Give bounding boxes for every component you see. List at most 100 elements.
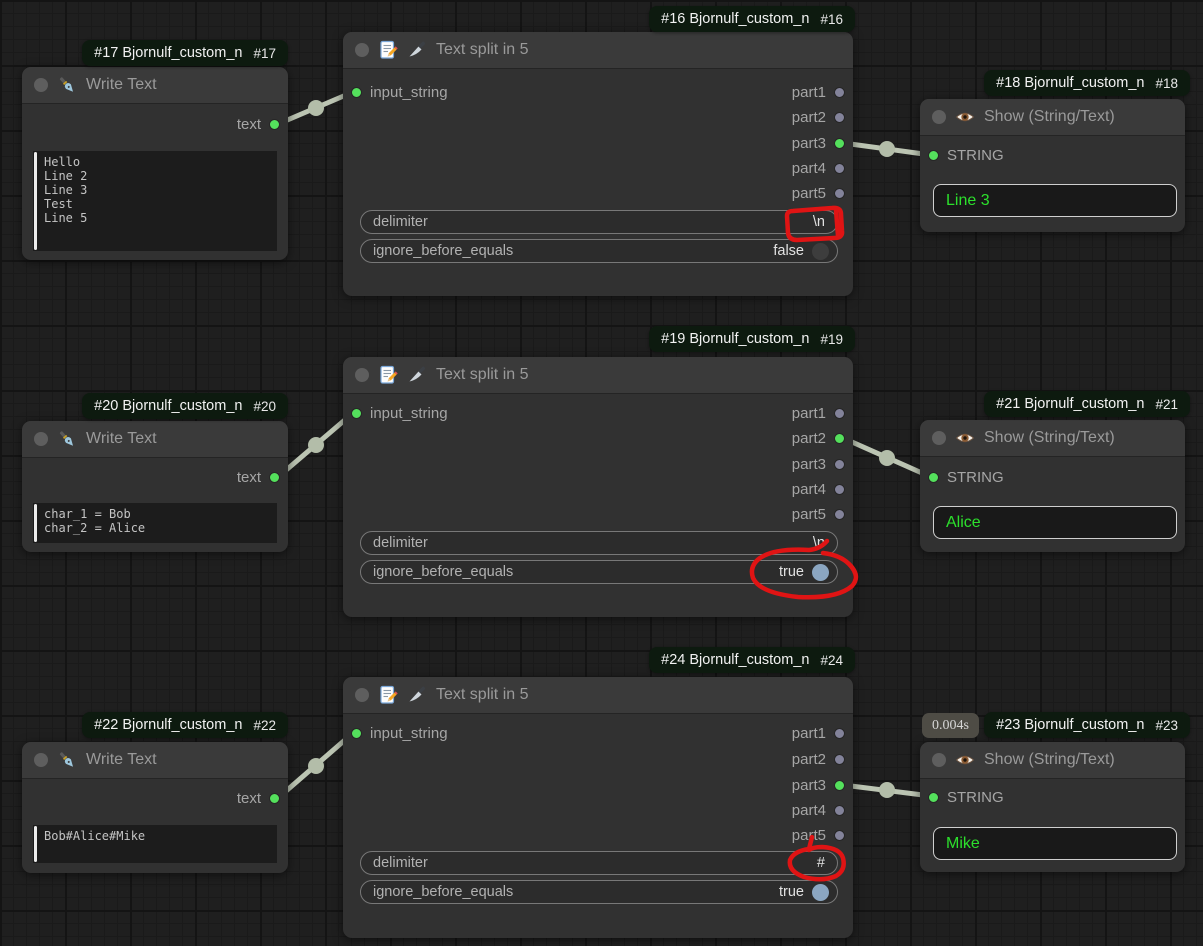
collapse-dot[interactable] xyxy=(355,43,369,57)
node-write-text-22[interactable]: Write Text text Bob#Alice#Mike xyxy=(22,742,288,873)
output-slot-part2[interactable]: part2 xyxy=(792,749,845,769)
node-title-badge: #23 Bjornulf_custom_n #23 xyxy=(984,712,1190,738)
output-dot[interactable] xyxy=(834,187,845,199)
output-dot[interactable] xyxy=(834,753,845,765)
output-slot-part4[interactable]: part4 xyxy=(792,800,845,820)
collapse-dot[interactable] xyxy=(932,753,946,767)
output-slot-part3[interactable]: part3 xyxy=(792,133,845,153)
text-widget[interactable]: Bob#Alice#Mike xyxy=(33,825,277,863)
output-slot-part2[interactable]: part2 xyxy=(792,428,845,448)
badge-id: #16 xyxy=(820,11,843,27)
result-text-box[interactable]: Mike xyxy=(933,827,1177,860)
delimiter-widget[interactable]: delimiter # xyxy=(360,851,838,875)
output-slot-part1[interactable]: part1 xyxy=(792,82,845,102)
output-dot[interactable] xyxy=(834,407,845,419)
collapse-dot[interactable] xyxy=(355,688,369,702)
toggle-dot[interactable] xyxy=(812,242,829,260)
node-title: Text split in 5 xyxy=(436,366,529,383)
collapse-dot[interactable] xyxy=(34,78,48,92)
output-dot[interactable] xyxy=(834,829,845,841)
output-slot-text[interactable]: text xyxy=(237,114,280,134)
badge-title: #16 Bjornulf_custom_n xyxy=(661,11,810,27)
node-text-split-24[interactable]: Text split in 5 input_string part1 part2… xyxy=(343,677,853,938)
delimiter-value[interactable]: \n xyxy=(812,535,825,551)
memo-icon xyxy=(380,40,398,59)
output-dot[interactable] xyxy=(269,471,280,483)
output-dot[interactable] xyxy=(834,111,845,123)
link-center-dot xyxy=(879,450,895,466)
node-title: Text split in 5 xyxy=(436,41,529,58)
result-text-box[interactable]: Line 3 xyxy=(933,184,1177,217)
node-show-text-18[interactable]: Show (String/Text) STRING Line 3 xyxy=(920,99,1185,232)
output-dot[interactable] xyxy=(269,118,280,130)
collapse-dot[interactable] xyxy=(355,368,369,382)
output-slot-part1[interactable]: part1 xyxy=(792,403,845,423)
input-slot-input-string[interactable]: input_string xyxy=(351,82,448,102)
output-dot[interactable] xyxy=(834,137,845,149)
input-dot[interactable] xyxy=(351,407,362,419)
output-slot-part2[interactable]: part2 xyxy=(792,107,845,127)
output-slot-part4[interactable]: part4 xyxy=(792,479,845,499)
output-dot[interactable] xyxy=(834,86,845,98)
input-slot-string[interactable]: STRING xyxy=(928,145,1004,165)
ignore-before-equals-toggle[interactable]: ignore_before_equals true xyxy=(360,880,838,904)
input-dot[interactable] xyxy=(928,791,939,803)
toggle-value: true xyxy=(779,564,804,580)
result-text-box[interactable]: Alice xyxy=(933,506,1177,539)
output-dot[interactable] xyxy=(834,804,845,816)
output-dot[interactable] xyxy=(834,727,845,739)
node-text-split-16[interactable]: Text split in 5 input_string part1 part2… xyxy=(343,32,853,296)
output-slot-part1[interactable]: part1 xyxy=(792,723,845,743)
text-widget[interactable]: Hello Line 2 Line 3 Test Line 5 xyxy=(33,151,277,251)
fountain-pen-icon xyxy=(59,431,74,446)
input-slot-string[interactable]: STRING xyxy=(928,787,1004,807)
delimiter-widget[interactable]: delimiter \n xyxy=(360,531,838,555)
output-slot-part5[interactable]: part5 xyxy=(792,183,845,203)
output-slot-text[interactable]: text xyxy=(237,788,280,808)
input-dot[interactable] xyxy=(351,86,362,98)
node-write-text-17[interactable]: Write Text text Hello Line 2 Line 3 Test… xyxy=(22,67,288,260)
text-widget[interactable]: char_1 = Bob char_2 = Alice xyxy=(33,503,277,543)
node-title-badge: #21 Bjornulf_custom_n #21 xyxy=(984,391,1190,417)
node-write-text-20[interactable]: Write Text text char_1 = Bob char_2 = Al… xyxy=(22,421,288,552)
delimiter-value[interactable]: \n xyxy=(812,214,825,230)
node-header: Show (String/Text) xyxy=(920,99,1185,136)
input-slot-input-string[interactable]: input_string xyxy=(351,403,448,423)
input-slot-string[interactable]: STRING xyxy=(928,467,1004,487)
collapse-dot[interactable] xyxy=(932,431,946,445)
collapse-dot[interactable] xyxy=(34,753,48,767)
output-slot-text[interactable]: text xyxy=(237,467,280,487)
output-dot[interactable] xyxy=(834,458,845,470)
output-dot[interactable] xyxy=(834,779,845,791)
output-slot-part5[interactable]: part5 xyxy=(792,504,845,524)
node-show-text-23[interactable]: Show (String/Text) STRING Mike xyxy=(920,742,1185,872)
knife-icon xyxy=(409,41,426,57)
output-slot-part3[interactable]: part3 xyxy=(792,454,845,474)
badge-title: #19 Bjornulf_custom_n xyxy=(661,331,810,347)
input-dot[interactable] xyxy=(351,727,362,739)
toggle-value: false xyxy=(773,243,804,259)
node-show-text-21[interactable]: Show (String/Text) STRING Alice xyxy=(920,420,1185,552)
output-slot-part3[interactable]: part3 xyxy=(792,775,845,795)
output-dot[interactable] xyxy=(834,432,845,444)
toggle-dot[interactable] xyxy=(812,883,829,901)
node-text-split-19[interactable]: Text split in 5 input_string part1 part2… xyxy=(343,357,853,617)
ignore-before-equals-toggle[interactable]: ignore_before_equals false xyxy=(360,239,838,263)
output-dot[interactable] xyxy=(834,508,845,520)
output-dot[interactable] xyxy=(834,162,845,174)
input-slot-input-string[interactable]: input_string xyxy=(351,723,448,743)
ignore-before-equals-toggle[interactable]: ignore_before_equals true xyxy=(360,560,838,584)
collapse-dot[interactable] xyxy=(932,110,946,124)
output-dot[interactable] xyxy=(269,792,280,804)
output-slot-part5[interactable]: part5 xyxy=(792,825,845,845)
collapse-dot[interactable] xyxy=(34,432,48,446)
output-slot-part4[interactable]: part4 xyxy=(792,158,845,178)
output-dot[interactable] xyxy=(834,483,845,495)
input-dot[interactable] xyxy=(928,471,939,483)
toggle-dot[interactable] xyxy=(812,563,829,581)
input-dot[interactable] xyxy=(928,149,939,161)
delimiter-widget[interactable]: delimiter \n xyxy=(360,210,838,234)
delimiter-value[interactable]: # xyxy=(816,855,825,871)
badge-id: #22 xyxy=(253,717,276,733)
